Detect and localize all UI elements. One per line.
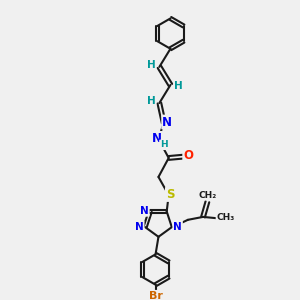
Text: H: H xyxy=(160,140,167,149)
Text: CH₃: CH₃ xyxy=(216,213,235,222)
Text: N: N xyxy=(135,221,144,232)
Text: H: H xyxy=(174,81,183,92)
Text: H: H xyxy=(147,96,155,106)
Text: N: N xyxy=(152,132,162,145)
Text: N: N xyxy=(162,116,172,129)
Text: Br: Br xyxy=(148,291,163,300)
Text: H: H xyxy=(147,59,155,70)
Text: N: N xyxy=(140,206,149,216)
Text: S: S xyxy=(166,188,174,201)
Text: O: O xyxy=(183,149,193,162)
Text: CH₂: CH₂ xyxy=(199,191,217,200)
Text: N: N xyxy=(173,221,182,232)
